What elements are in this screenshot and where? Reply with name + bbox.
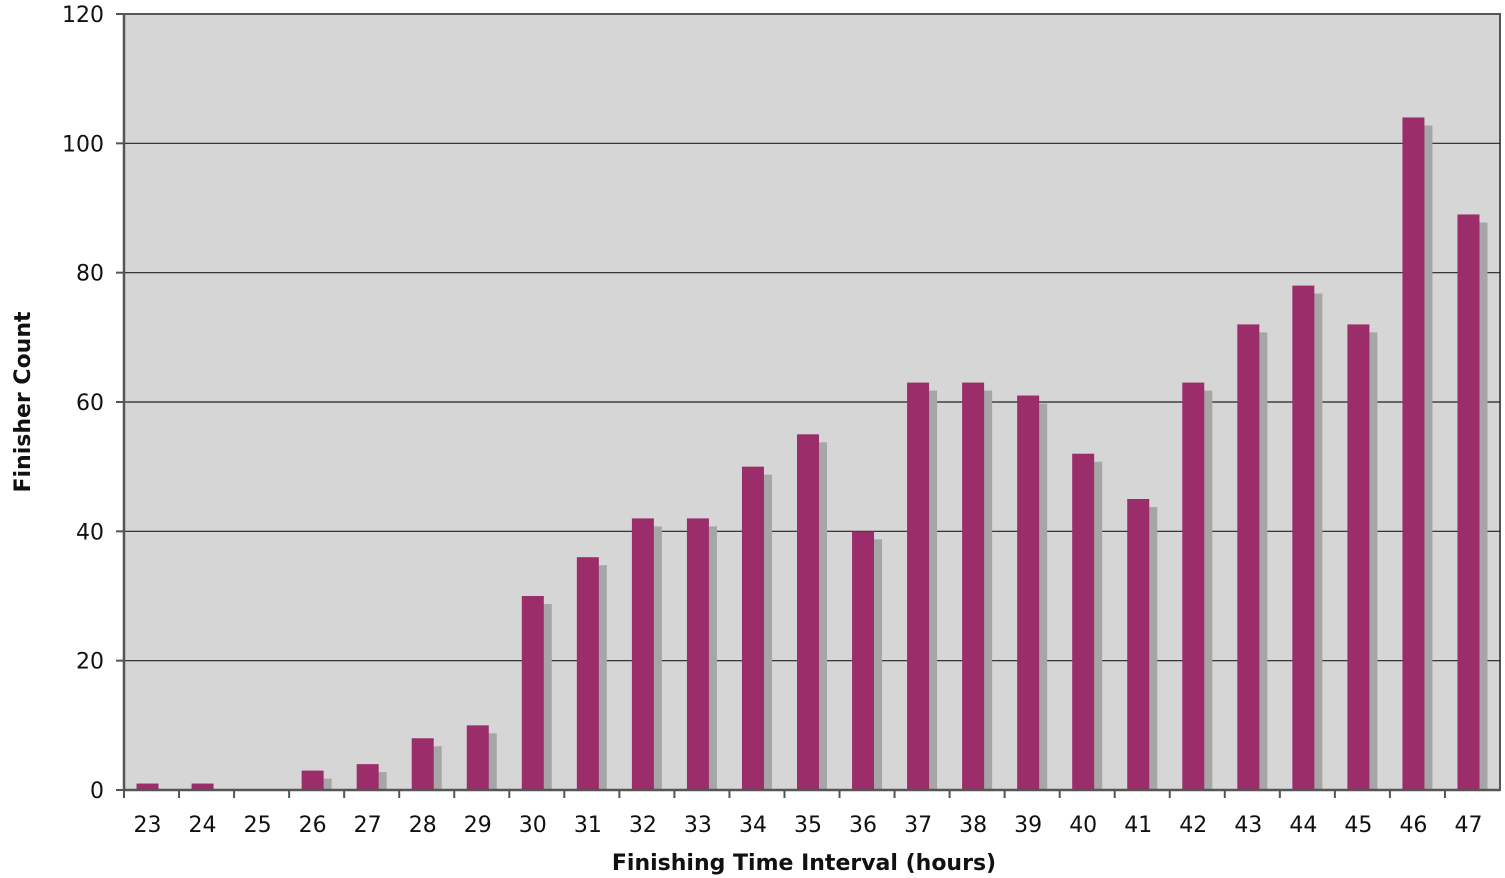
x-tick-label: 42 bbox=[1179, 813, 1207, 838]
bar-44 bbox=[1292, 285, 1315, 790]
y-tick-label: 0 bbox=[90, 779, 104, 804]
x-tick-label: 34 bbox=[739, 813, 767, 838]
x-tick-label: 47 bbox=[1454, 813, 1482, 838]
bar-47 bbox=[1457, 214, 1480, 790]
y-axis-title: Finisher Count bbox=[11, 311, 36, 493]
x-tick-label: 29 bbox=[464, 813, 492, 838]
bar-39 bbox=[1017, 395, 1040, 790]
x-tick-label: 38 bbox=[959, 813, 987, 838]
x-tick-label: 25 bbox=[244, 813, 272, 838]
y-tick-label: 80 bbox=[76, 262, 104, 287]
bars bbox=[136, 117, 1480, 790]
bar-45 bbox=[1347, 324, 1370, 790]
bar-43 bbox=[1237, 324, 1260, 790]
x-tick-label: 44 bbox=[1289, 813, 1317, 838]
bar-31 bbox=[576, 557, 599, 790]
bar-30 bbox=[521, 596, 544, 790]
bar-29 bbox=[466, 725, 489, 790]
x-tick-label: 45 bbox=[1344, 813, 1372, 838]
gridlines bbox=[116, 13, 1500, 791]
bar-41 bbox=[1127, 499, 1150, 790]
x-tick-label: 26 bbox=[299, 813, 327, 838]
bar-37 bbox=[907, 382, 930, 790]
bar-42 bbox=[1182, 382, 1205, 790]
bar-23 bbox=[136, 783, 159, 790]
x-tick-label: 46 bbox=[1399, 813, 1427, 838]
bar-26 bbox=[301, 770, 324, 790]
x-tick-label: 40 bbox=[1069, 813, 1097, 838]
x-tick-label: 32 bbox=[629, 813, 657, 838]
x-tick-label: 43 bbox=[1234, 813, 1262, 838]
bar-32 bbox=[631, 518, 654, 790]
y-tick-labels: 0 20 40 60 80 100 120 bbox=[62, 3, 104, 804]
y-tick-label: 40 bbox=[76, 520, 104, 545]
x-tick-labels: 23 24 25 26 27 28 29 30 31 32 33 34 35 36 37 38 39 40 41 42… bbox=[134, 813, 1483, 838]
x-tick-label: 30 bbox=[519, 813, 547, 838]
x-tick-label: 33 bbox=[684, 813, 712, 838]
bar-38 bbox=[962, 382, 985, 790]
y-tick-label: 20 bbox=[76, 650, 104, 675]
x-tick-label: 23 bbox=[134, 813, 162, 838]
bar-34 bbox=[741, 466, 764, 790]
x-tick-label: 24 bbox=[189, 813, 217, 838]
bar-36 bbox=[852, 531, 875, 790]
y-tick-label: 100 bbox=[62, 132, 104, 157]
bar-28 bbox=[411, 738, 434, 790]
bar-27 bbox=[356, 764, 379, 790]
bar-46 bbox=[1402, 117, 1425, 790]
x-tick-label: 41 bbox=[1124, 813, 1152, 838]
x-axis-title: Finishing Time Interval (hours) bbox=[612, 851, 996, 876]
bar-24 bbox=[191, 783, 214, 790]
x-tick-label: 39 bbox=[1014, 813, 1042, 838]
bar-35 bbox=[797, 434, 819, 790]
x-tick-label: 27 bbox=[354, 813, 382, 838]
x-tick-label: 35 bbox=[794, 813, 822, 838]
bar-40 bbox=[1072, 453, 1095, 790]
x-tick-label: 28 bbox=[409, 813, 437, 838]
x-tick-label: 37 bbox=[904, 813, 932, 838]
y-tick-label: 60 bbox=[76, 391, 104, 416]
x-tick-label: 36 bbox=[849, 813, 877, 838]
y-tick-label: 120 bbox=[62, 3, 104, 28]
x-tick-label: 31 bbox=[574, 813, 602, 838]
axes bbox=[122, 14, 1500, 798]
bar-33 bbox=[686, 518, 709, 790]
